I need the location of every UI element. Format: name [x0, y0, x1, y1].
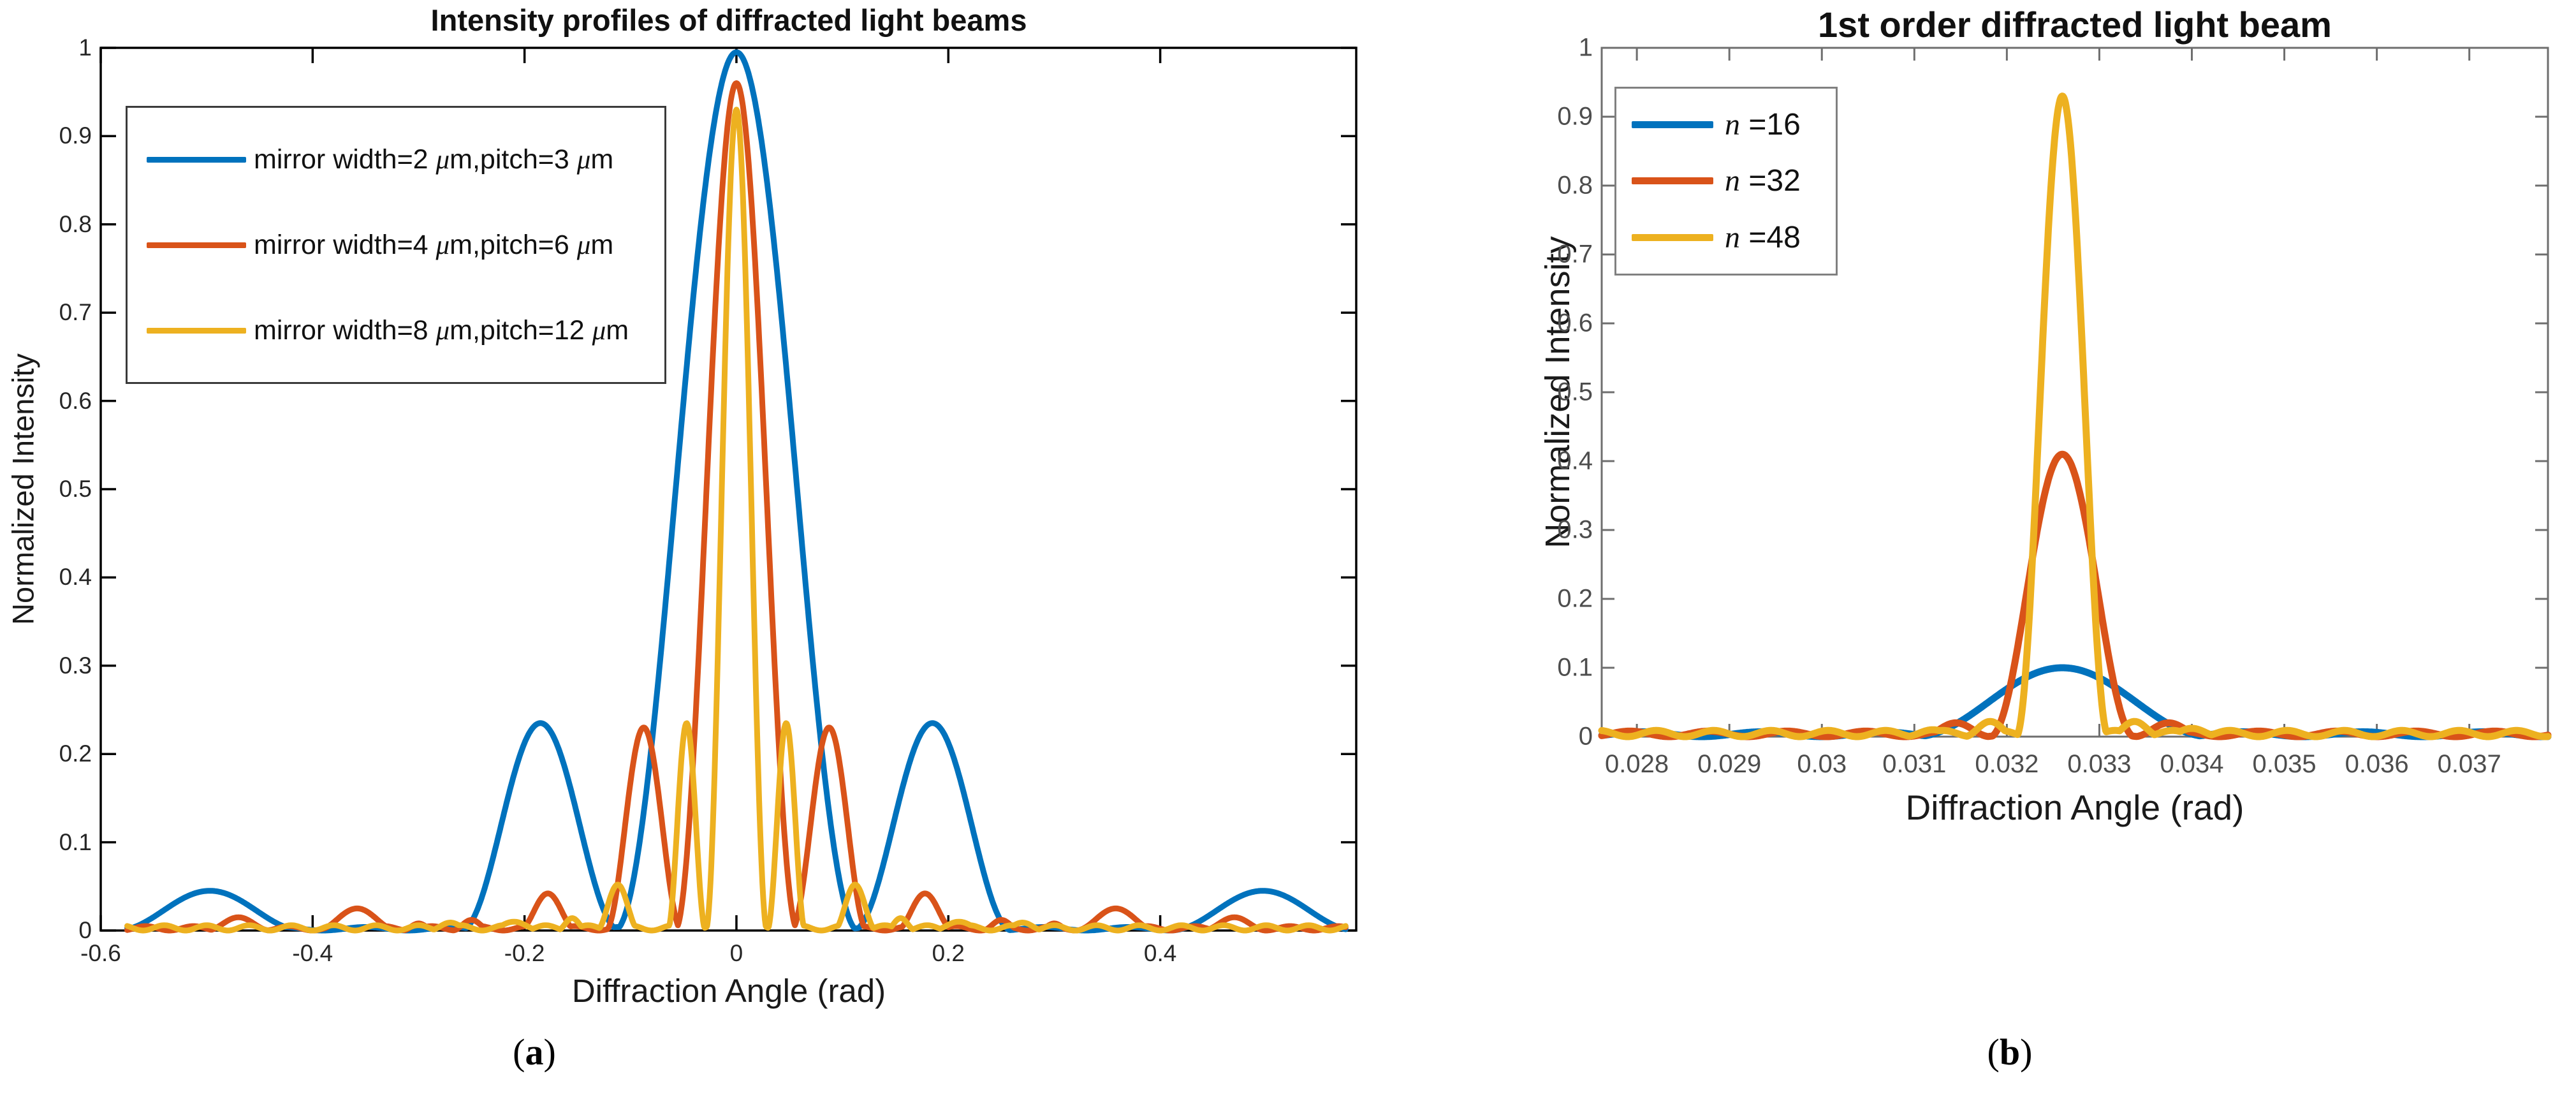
chart-a-x-tick-label: 0 — [729, 940, 743, 966]
chart-a-legend-label: mirror width=8 μm,pitch=12 μm — [254, 315, 629, 346]
chart-b-x-tick-label: 0.034 — [2160, 750, 2224, 778]
chart-b-legend-label-symbol: n — [1725, 107, 1740, 142]
chart-b-legend-label: n =16 — [1725, 107, 1801, 142]
chart-b-legend-item-1: n =32 — [1616, 163, 1836, 198]
chart-b-x-tick-label: 0.029 — [1697, 750, 1762, 778]
chart-b-legend-swatch-line — [1632, 177, 1713, 185]
chart-a-legend-label-symbol: μ — [592, 315, 606, 346]
chart-b-x-tick-label: 0.028 — [1605, 750, 1669, 778]
chart-a-legend-label: mirror width=4 μm,pitch=6 μm — [254, 230, 613, 261]
chart-a-legend-label-text: m — [606, 314, 629, 346]
chart-b-legend-label-text: =48 — [1740, 221, 1801, 255]
chart-a-legend-item-2: mirror width=8 μm,pitch=12 μm — [128, 315, 664, 346]
chart-b-y-tick-label: 0.7 — [1557, 240, 1593, 269]
chart-a-legend-label-text: m — [590, 229, 614, 260]
chart-b-legend-label-text: =32 — [1740, 164, 1801, 198]
chart-a-legend-label-text: mirror width=2 — [254, 144, 436, 175]
caption-b-letter: b — [1999, 1031, 2021, 1073]
chart-a-x-tick-label: 0.4 — [1143, 940, 1177, 966]
chart-b-title: 1st order diffracted light beam — [1818, 4, 2332, 45]
chart-b-series-curve-1 — [1598, 450, 2552, 740]
chart-b-legend: n =16 n =32 n =48 — [1614, 87, 1838, 276]
chart-a-legend-label-symbol: μ — [576, 144, 591, 175]
chart-b-y-tick-label: 0.9 — [1557, 102, 1593, 131]
chart-a-y-tick-label: 0.8 — [59, 210, 92, 237]
chart-a-legend-label-text: m,pitch=6 — [450, 229, 577, 260]
chart-b-y-tick-label: 0 — [1578, 722, 1593, 751]
caption-a-letter: a — [525, 1031, 544, 1073]
chart-b-legend-label: n =32 — [1725, 163, 1801, 198]
chart-a-series-curve-2 — [124, 107, 1349, 934]
chart-a-x-tick-label: -0.2 — [504, 940, 545, 966]
chart-b-y-tick-label: 0.3 — [1557, 515, 1593, 544]
chart-a-y-tick-label: 1 — [78, 34, 92, 61]
chart-a-title: Intensity profiles of diffracted light b… — [430, 3, 1027, 37]
chart-a-y-tick-label: 0.7 — [59, 299, 92, 326]
caption-a: (a) — [513, 1031, 556, 1073]
chart-b-y-tick-label: 0.8 — [1557, 171, 1593, 200]
chart-b-legend-label: n =48 — [1725, 220, 1801, 255]
chart-a-legend-item-0: mirror width=2 μm,pitch=3 μm — [128, 144, 664, 175]
chart-b-legend-label-text: =16 — [1740, 107, 1801, 142]
chart-b-legend-label-symbol: n — [1725, 221, 1740, 255]
chart-a-legend-label-text: mirror width=8 — [254, 314, 436, 346]
caption-b: (b) — [1987, 1031, 2033, 1073]
chart-b-x-tick-label: 0.032 — [1975, 750, 2039, 778]
chart-b-x-tick-label: 0.031 — [1882, 750, 1947, 778]
chart-b-x-tick-label: 0.036 — [2345, 750, 2409, 778]
chart-b-x-tick-label: 0.03 — [1797, 750, 1847, 778]
chart-a-legend-label-symbol: μ — [435, 230, 450, 260]
chart-a-legend-label-text: m — [590, 144, 614, 175]
chart-a-ylabel: Normalized Intensity — [6, 353, 40, 625]
chart-b-y-tick-label: 0.1 — [1557, 653, 1593, 682]
chart-a-xlabel: Diffraction Angle (rad) — [571, 973, 886, 1009]
chart-b-y-tick-label: 0.2 — [1557, 584, 1593, 613]
chart-b-legend-swatch-line — [1632, 121, 1713, 128]
chart-a-legend-label-text: mirror width=4 — [254, 229, 436, 260]
caption-a-paren-open: ( — [513, 1031, 525, 1073]
chart-a-legend-label-text: m,pitch=12 — [450, 314, 592, 346]
chart-a-legend-swatch-line — [147, 327, 246, 334]
chart-a-legend: mirror width=2 μm,pitch=3 μm mirror width… — [126, 106, 666, 384]
chart-a-legend-label-text: m,pitch=3 — [450, 144, 577, 175]
chart-a-x-tick-label: 0.2 — [932, 940, 965, 966]
chart-b-series-curve-0 — [1598, 664, 2552, 740]
chart-a-legend-swatch-line — [147, 156, 246, 163]
chart-b-x-tick-label: 0.033 — [2067, 750, 2132, 778]
chart-a-y-tick-label: 0.6 — [59, 387, 92, 414]
caption-b-paren-open: ( — [1987, 1031, 2000, 1073]
chart-b-x-tick-label: 0.035 — [2252, 750, 2316, 778]
chart-a-legend-swatch-line — [147, 242, 246, 248]
chart-a-y-tick-label: 0.9 — [59, 122, 92, 149]
chart-b-x-tick-label: 0.037 — [2437, 750, 2501, 778]
chart-b-y-tick-label: 1 — [1578, 33, 1593, 62]
chart-b-y-tick-label: 0.5 — [1557, 378, 1593, 406]
chart-a-y-tick-label: 0 — [78, 917, 92, 943]
chart-a-x-tick-label: -0.6 — [80, 940, 121, 966]
chart-b-series-curve-2 — [1598, 92, 2552, 740]
chart-b-xlabel: Diffraction Angle (rad) — [1905, 788, 2244, 827]
chart-b-legend-label-symbol: n — [1725, 164, 1740, 198]
chart-b-y-tick-label: 0.6 — [1557, 309, 1593, 337]
chart-a-y-tick-label: 0.5 — [59, 476, 92, 502]
chart-a-legend-item-1: mirror width=4 μm,pitch=6 μm — [128, 230, 664, 261]
chart-a-y-tick-label: 0.4 — [59, 564, 92, 591]
chart-a-legend-label-symbol: μ — [576, 230, 591, 260]
chart-a-y-tick-label: 0.1 — [59, 828, 92, 855]
chart-a-y-tick-label: 0.3 — [59, 652, 92, 679]
chart-a-x-tick-label: -0.4 — [292, 940, 333, 966]
caption-a-paren-close: ) — [543, 1031, 556, 1073]
chart-b-legend-item-2: n =48 — [1616, 220, 1836, 255]
chart-b-legend-item-0: n =16 — [1616, 107, 1836, 142]
chart-a-legend-label-symbol: μ — [435, 144, 450, 175]
chart-a-legend-label: mirror width=2 μm,pitch=3 μm — [254, 144, 613, 175]
chart-b-legend-swatch-line — [1632, 234, 1713, 242]
caption-b-paren-close: ) — [2020, 1031, 2033, 1073]
chart-a-y-tick-label: 0.2 — [59, 740, 92, 767]
chart-b-y-tick-label: 0.4 — [1557, 446, 1593, 475]
chart-a-legend-label-symbol: μ — [435, 315, 450, 346]
